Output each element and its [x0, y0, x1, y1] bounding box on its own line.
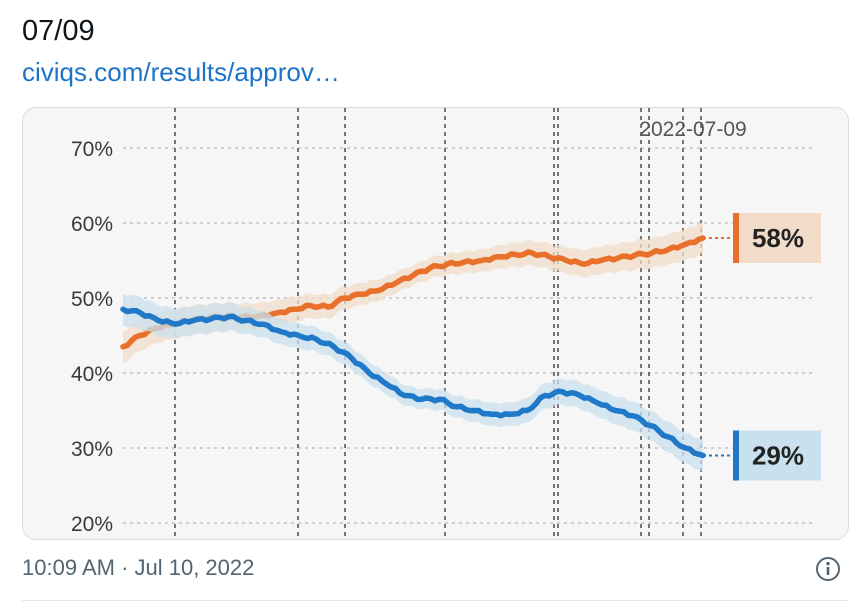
end-label-box-1 — [733, 430, 821, 481]
y-tick-label: 40% — [71, 363, 113, 386]
y-tick-label: 20% — [71, 513, 113, 536]
tweet-timestamp[interactable]: 10:09 AM · Jul 10, 2022 — [22, 555, 255, 580]
tweet-text: 07/09 — [22, 15, 95, 47]
series-band-1 — [123, 293, 703, 472]
end-label-bar-1 — [733, 430, 739, 481]
y-tick-label: 30% — [71, 438, 113, 461]
series-band-0 — [123, 222, 703, 363]
end-label-0: 58% — [752, 223, 804, 253]
y-tick-label: 70% — [71, 138, 113, 161]
y-tick-label: 60% — [71, 213, 113, 236]
y-tick-label: 50% — [71, 288, 113, 311]
chart-card[interactable]: 70% 60% 50% 40% 30% 20% 2022-07-09 58% 29% — [22, 107, 849, 540]
info-icon[interactable] — [815, 556, 841, 582]
tweet-link[interactable]: civiqs.com/results/approv… — [22, 57, 340, 87]
end-label-box-0 — [733, 213, 821, 263]
divider — [22, 600, 847, 601]
date-annotation: 2022-07-09 — [639, 118, 746, 141]
end-label-1: 29% — [752, 441, 804, 471]
approval-chart: 70% 60% 50% 40% 30% 20% 2022-07-09 58% 29% — [23, 108, 848, 539]
end-label-bar-0 — [733, 213, 739, 263]
series-line-1 — [120, 306, 706, 459]
